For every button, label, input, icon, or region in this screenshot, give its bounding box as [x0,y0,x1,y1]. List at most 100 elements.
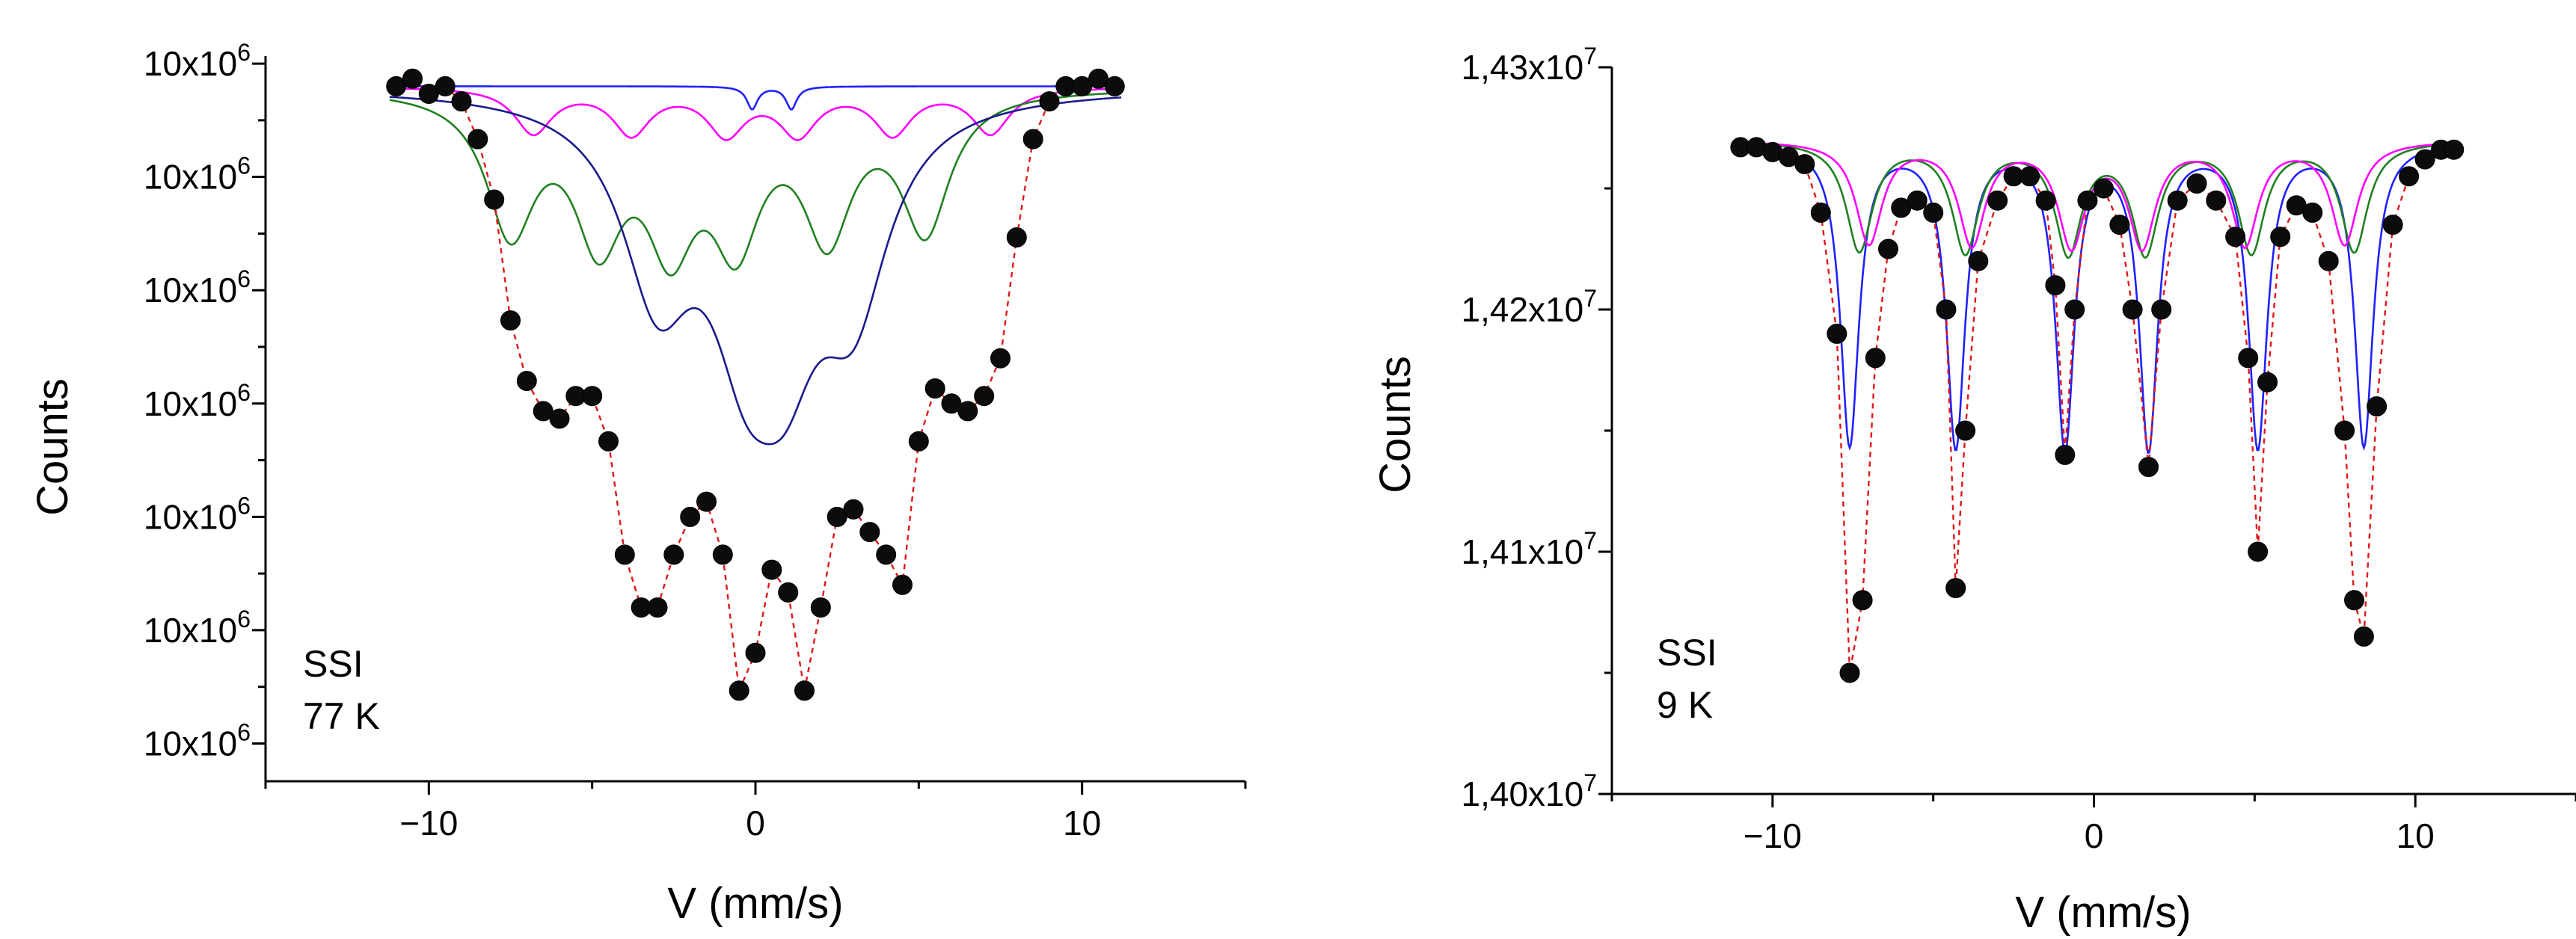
data-point [2077,190,2098,211]
data-point [2151,299,2172,320]
data-point [2382,215,2403,235]
data-point [467,129,488,150]
data-point [680,506,701,527]
data-point [582,386,603,407]
data-point [1852,590,1873,611]
total-fit-curve [396,77,1115,695]
data-point [2055,444,2076,465]
data-point [614,544,635,565]
data-point [1006,227,1027,247]
data-point [810,597,831,618]
y-tick-label: 10x106 [144,153,251,197]
data-point [2302,202,2323,223]
data-point [1936,299,1957,320]
axis-ticks-77k: −10 0 10 10x106 10x106 10x106 10x106 10x106 10x1… [144,39,1247,843]
data-point [2138,457,2159,478]
data-point [2444,139,2465,160]
data-point [451,91,472,112]
fit-component-2-curve [389,91,1122,277]
data-point [794,680,815,701]
data-point [1987,190,2008,211]
data-point [859,522,880,543]
x-tick-label: 0 [746,804,765,843]
data-point [745,642,766,663]
data-point [843,499,864,520]
chart-panel-77k: −10 0 10 10x106 10x106 10x106 10x106 10x106 10x1… [28,39,1247,928]
data-points-9k [1730,137,2465,683]
data-point [2064,299,2085,320]
data-point [1104,76,1125,96]
data-point [2238,348,2259,369]
fit-component-2-curve [1734,141,2454,259]
data-point [402,68,423,89]
data-point [663,544,684,565]
data-point [1907,190,1928,211]
x-axis-title: V (mm/s) [667,879,843,928]
data-point [2035,190,2056,211]
data-point [1968,250,1989,271]
annotation-temperature: 9 K [1657,684,1713,726]
data-point [484,189,505,210]
data-point [2414,149,2435,170]
y-tick-label: 10x106 [144,39,251,83]
y-tick-label: 10x106 [144,606,251,650]
x-tick-label: 10 [1063,804,1101,843]
fit-component-4-curve [389,85,1122,111]
data-point [876,544,897,565]
data-point [2367,396,2388,417]
data-points-77k [386,68,1125,701]
data-point [761,559,782,580]
data-point [1945,578,1966,599]
data-point [990,348,1011,369]
y-tick-label: 10x106 [144,492,251,536]
data-point [2353,626,2374,647]
annotation-sample: SSI [1657,632,1717,674]
data-point [2270,227,2291,247]
data-point [974,386,995,407]
data-point [1878,238,1898,259]
data-point [516,371,537,391]
data-point [2344,590,2364,611]
data-point [500,310,521,331]
data-point [778,582,799,603]
y-tick-label: 10x106 [144,718,251,763]
y-tick-label: 1,40x107 [1462,769,1598,813]
fit-curves-77k [389,77,1122,695]
data-point [2399,166,2420,187]
x-tick-label: 0 [2085,816,2104,855]
fit-component-1-curve [389,87,1122,141]
data-point [696,491,717,512]
x-tick-label: 10 [2396,816,2435,855]
y-axis-title: Counts [1371,356,1420,493]
data-point [729,680,749,701]
data-point [957,401,978,422]
chart-panel-9k: −10 0 10 1,40x107 1,41x107 1,42x107 1,43x107 V… [1371,43,2576,937]
data-point [1827,323,1847,344]
y-tick-label: 10x106 [144,379,251,423]
data-point [549,408,570,429]
data-point [2122,299,2143,320]
y-tick-label: 1,42x107 [1462,285,1598,329]
data-point [1039,91,1060,112]
data-point [2334,420,2355,441]
annotation-sample: SSI [303,643,364,685]
data-point [712,544,733,565]
data-point [2248,541,2269,562]
data-point [2020,166,2040,187]
data-point [1865,348,1886,369]
y-tick-label: 1,41x107 [1462,527,1598,571]
data-point [2167,190,2188,211]
data-point [2318,250,2339,271]
x-axis-title: V (mm/s) [2015,888,2191,937]
data-point [1955,420,1976,441]
data-point [892,574,913,595]
fit-curves-9k [1734,141,2454,674]
x-tick-label: −10 [399,804,458,843]
data-point [2045,275,2066,296]
y-axis-title: Counts [28,378,77,516]
data-point [435,76,456,96]
axis-ticks-9k: −10 0 10 1,40x107 1,41x107 1,42x107 1,43x107 [1462,43,2576,855]
data-point [1022,129,1043,150]
data-point [908,431,929,452]
